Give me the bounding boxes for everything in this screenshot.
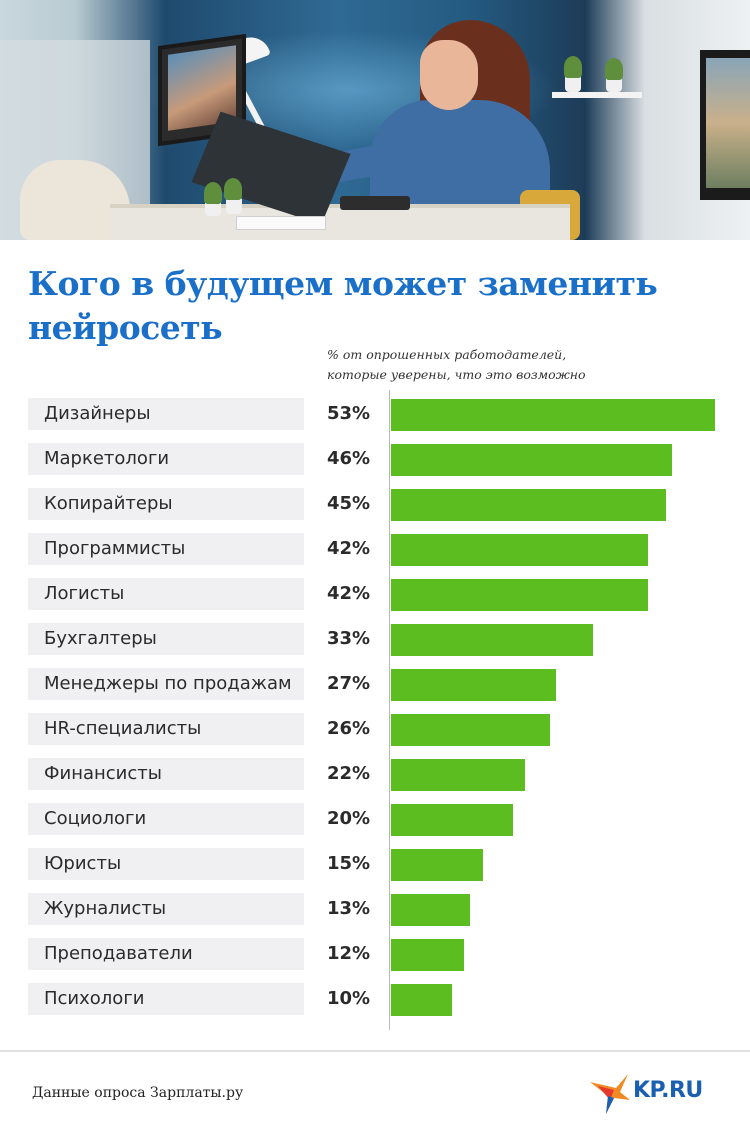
- tv-screen: [706, 58, 750, 188]
- hero-photo: [0, 0, 750, 240]
- chart-row: Дизайнеры 53%: [0, 390, 750, 435]
- kp-bird-icon: [590, 1074, 630, 1114]
- category-label: Программисты: [44, 538, 186, 559]
- chart-row: Психологи 10%: [0, 975, 750, 1020]
- chart-row: Логисты 42%: [0, 570, 750, 615]
- chart-row: Копирайтеры 45%: [0, 480, 750, 525]
- desk: [110, 208, 570, 240]
- value-label: 46%: [327, 448, 371, 469]
- chart-row: HR-специалисты 26%: [0, 705, 750, 750]
- chart-row: Менеджеры по продажам 27%: [0, 660, 750, 705]
- category-label-background: [28, 938, 304, 970]
- category-label-background: [28, 623, 304, 655]
- value-label: 53%: [327, 403, 371, 424]
- plant: [564, 56, 582, 78]
- category-label: Маркетологи: [44, 448, 170, 469]
- kp-logo-text: KP.RU: [633, 1078, 703, 1103]
- category-label-background: [28, 398, 304, 430]
- chart-row: Бухгалтеры 33%: [0, 615, 750, 660]
- source-note: Данные опроса Зарплаты.ру: [32, 1085, 244, 1101]
- value-label: 42%: [327, 538, 371, 559]
- bar: [391, 804, 513, 836]
- category-label-background: [28, 713, 304, 745]
- chart-row: Финансисты 22%: [0, 750, 750, 795]
- value-label: 20%: [327, 808, 371, 829]
- bar: [391, 894, 470, 926]
- chart-title: Кого в будущем может заменить нейросеть: [28, 264, 658, 347]
- plant: [204, 182, 222, 204]
- value-label: 13%: [327, 898, 371, 919]
- footer-divider: [0, 1050, 750, 1052]
- value-label: 22%: [327, 763, 371, 784]
- category-label: Психологи: [44, 988, 145, 1009]
- category-label: Журналисты: [44, 898, 167, 919]
- axis-line: [389, 390, 390, 1030]
- category-label-background: [28, 848, 304, 880]
- category-label-background: [28, 983, 304, 1015]
- category-label: HR-специалисты: [44, 718, 202, 739]
- chart-subtitle: % от опрошенных работодателей, которые у…: [327, 347, 586, 382]
- value-label: 15%: [327, 853, 371, 874]
- bar: [391, 489, 666, 521]
- bar: [391, 444, 672, 476]
- category-label: Копирайтеры: [44, 493, 173, 514]
- category-label: Юристы: [44, 853, 122, 874]
- category-label: Дизайнеры: [44, 403, 151, 424]
- plant-pot: [606, 76, 622, 92]
- category-label: Менеджеры по продажам: [44, 673, 292, 694]
- bar: [391, 849, 483, 881]
- plant-pot: [205, 200, 221, 216]
- chart-row: Преподаватели 12%: [0, 930, 750, 975]
- bar: [391, 669, 556, 701]
- bar: [391, 759, 525, 791]
- plant: [224, 178, 242, 200]
- value-label: 33%: [327, 628, 371, 649]
- bar: [391, 534, 648, 566]
- kp-logo: KP.RU: [588, 1070, 728, 1120]
- category-label-background: [28, 803, 304, 835]
- value-label: 45%: [327, 493, 371, 514]
- category-label: Финансисты: [44, 763, 162, 784]
- chart-row: Маркетологи 46%: [0, 435, 750, 480]
- category-label-background: [28, 893, 304, 925]
- category-label: Социологи: [44, 808, 147, 829]
- bar: [391, 939, 464, 971]
- bar: [391, 984, 452, 1016]
- category-label: Логисты: [44, 583, 125, 604]
- plant: [605, 58, 623, 80]
- chart-row: Социологи 20%: [0, 795, 750, 840]
- plant-pot: [226, 198, 242, 214]
- category-label-background: [28, 578, 304, 610]
- category-label: Преподаватели: [44, 943, 193, 964]
- category-label-background: [28, 443, 304, 475]
- wall-shelf: [552, 92, 642, 98]
- notebook: [236, 216, 326, 230]
- plant-pot: [565, 76, 581, 92]
- category-label-background: [28, 488, 304, 520]
- category-label: Бухгалтеры: [44, 628, 157, 649]
- value-label: 42%: [327, 583, 371, 604]
- bar: [391, 714, 550, 746]
- value-label: 26%: [327, 718, 371, 739]
- value-label: 27%: [327, 673, 371, 694]
- chart-row: Юристы 15%: [0, 840, 750, 885]
- bar: [391, 579, 648, 611]
- bar-chart: Дизайнеры 53% Маркетологи 46% Копирайтеры 45%…: [0, 390, 750, 1030]
- person-face: [420, 40, 478, 110]
- category-label-background: [28, 533, 304, 565]
- value-label: 12%: [327, 943, 371, 964]
- category-label-background: [28, 758, 304, 790]
- chart-row: Журналисты 13%: [0, 885, 750, 930]
- category-label-background: [28, 668, 304, 700]
- bar: [391, 624, 593, 656]
- value-label: 10%: [327, 988, 371, 1009]
- keyboard: [340, 196, 410, 210]
- chart-row: Программисты 42%: [0, 525, 750, 570]
- bar: [391, 399, 715, 431]
